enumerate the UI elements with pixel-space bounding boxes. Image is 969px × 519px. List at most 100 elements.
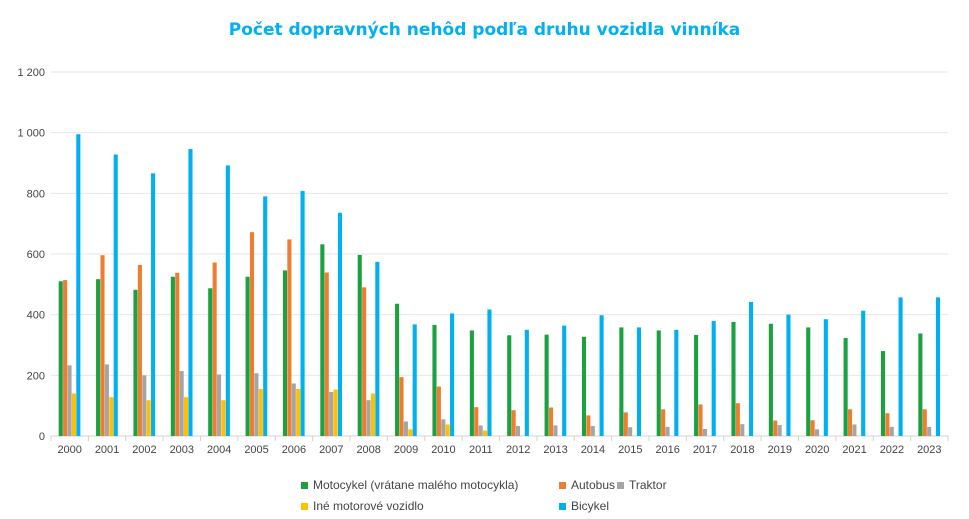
bar bbox=[109, 397, 114, 436]
bar bbox=[661, 409, 666, 436]
y-tick-label: 400 bbox=[27, 310, 45, 322]
bar bbox=[133, 289, 138, 436]
x-tick-label: 2020 bbox=[805, 444, 829, 456]
bar bbox=[76, 134, 81, 436]
y-tick-label: 200 bbox=[27, 370, 45, 382]
bar bbox=[282, 270, 288, 436]
y-tick-label: 800 bbox=[27, 188, 45, 200]
y-tick-label: 1 000 bbox=[17, 128, 45, 140]
bar bbox=[674, 329, 679, 436]
bar bbox=[806, 327, 811, 436]
bar bbox=[71, 393, 76, 436]
chart-title: Počet dopravných nehôd podľa druhu vozid… bbox=[228, 20, 741, 40]
bar bbox=[852, 424, 857, 436]
bar bbox=[731, 321, 736, 436]
bar bbox=[249, 232, 255, 436]
x-tick-label: 2019 bbox=[768, 444, 792, 456]
bar bbox=[58, 281, 63, 436]
x-tick-label: 2023 bbox=[917, 444, 941, 456]
x-tick-label: 2018 bbox=[730, 444, 754, 456]
bar bbox=[287, 239, 292, 436]
bar bbox=[245, 276, 250, 436]
bar bbox=[880, 351, 886, 436]
bar bbox=[698, 404, 703, 436]
bar bbox=[441, 419, 446, 436]
bar bbox=[100, 255, 105, 436]
bar bbox=[375, 261, 380, 436]
x-tick-label: 2021 bbox=[842, 444, 866, 456]
x-tick-label: 2012 bbox=[506, 444, 530, 456]
bar bbox=[320, 244, 325, 436]
bar bbox=[544, 334, 549, 436]
x-tick-label: 2001 bbox=[95, 444, 119, 456]
bar bbox=[777, 425, 782, 436]
bar bbox=[96, 279, 101, 436]
bar bbox=[898, 297, 903, 436]
bar bbox=[885, 413, 890, 436]
bar bbox=[562, 325, 567, 436]
bar bbox=[927, 426, 932, 436]
bar bbox=[478, 425, 483, 436]
bar bbox=[628, 427, 633, 436]
x-tick-label: 2010 bbox=[431, 444, 455, 456]
x-tick-label: 2004 bbox=[207, 444, 231, 456]
x-tick-label: 2015 bbox=[618, 444, 642, 456]
x-tick-label: 2006 bbox=[282, 444, 306, 456]
bar bbox=[436, 386, 441, 436]
bar bbox=[524, 329, 529, 436]
x-tick-label: 2000 bbox=[57, 444, 81, 456]
bar bbox=[483, 430, 488, 436]
y-tick-label: 1 200 bbox=[17, 67, 45, 79]
bar bbox=[735, 403, 740, 436]
bar bbox=[337, 212, 343, 436]
bar bbox=[179, 371, 184, 436]
bar bbox=[474, 407, 479, 436]
x-tick-label: 2013 bbox=[543, 444, 567, 456]
bar bbox=[749, 301, 754, 436]
bar bbox=[254, 373, 259, 436]
bar bbox=[142, 375, 147, 436]
bar bbox=[324, 272, 329, 436]
bar bbox=[711, 321, 716, 436]
bar bbox=[694, 334, 699, 436]
bar bbox=[636, 327, 642, 436]
bar bbox=[67, 365, 72, 436]
bar bbox=[586, 415, 591, 436]
x-tick-label: 2022 bbox=[880, 444, 904, 456]
bar bbox=[291, 383, 296, 436]
bar bbox=[487, 309, 492, 436]
bar bbox=[357, 254, 362, 436]
bar bbox=[511, 410, 516, 436]
bar bbox=[656, 330, 661, 436]
bar bbox=[702, 429, 707, 436]
bar bbox=[810, 420, 815, 436]
bar bbox=[362, 287, 367, 436]
bar bbox=[104, 364, 109, 436]
y-tick-label: 0 bbox=[39, 431, 45, 443]
bar bbox=[296, 388, 301, 436]
bar bbox=[329, 392, 334, 436]
bar bbox=[515, 425, 521, 436]
bar bbox=[918, 333, 923, 436]
bar bbox=[184, 397, 189, 436]
bar bbox=[445, 424, 450, 436]
bar bbox=[623, 412, 628, 436]
bar bbox=[408, 429, 413, 436]
y-tick-label: 600 bbox=[27, 249, 45, 261]
bar bbox=[507, 335, 512, 436]
bar bbox=[581, 336, 587, 436]
x-tick-label: 2014 bbox=[581, 444, 605, 456]
bar bbox=[823, 319, 828, 436]
x-tick-label: 2009 bbox=[394, 444, 418, 456]
bar bbox=[225, 165, 230, 436]
bar bbox=[403, 421, 408, 436]
x-tick-label: 2011 bbox=[469, 444, 493, 456]
bar bbox=[773, 420, 778, 436]
bar bbox=[768, 323, 773, 436]
x-tick-label: 2003 bbox=[170, 444, 194, 456]
bar bbox=[619, 327, 624, 436]
bar bbox=[258, 388, 263, 436]
bar bbox=[212, 262, 217, 436]
bar bbox=[208, 288, 213, 436]
